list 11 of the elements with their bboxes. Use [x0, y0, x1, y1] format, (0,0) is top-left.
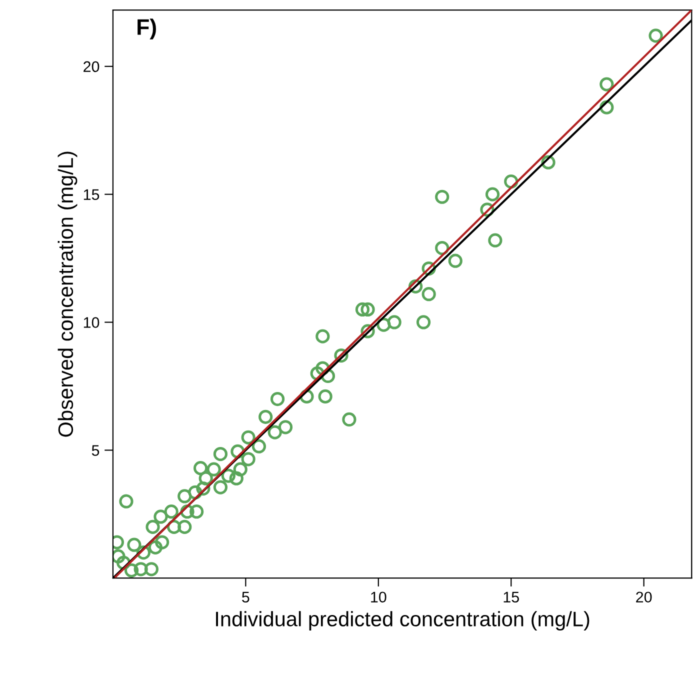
y-axis-title: Observed concentration (mg/L) — [58, 152, 78, 437]
y-tick-label: 5 — [92, 445, 100, 456]
y-tick-label: 20 — [84, 61, 100, 72]
annotation: F) — [138, 18, 156, 40]
x-tick-label: 5 — [242, 592, 250, 603]
x-tick-label: 15 — [504, 592, 519, 603]
y-tick-label: 15 — [84, 189, 100, 200]
x-tick-label: 10 — [371, 592, 386, 603]
x-axis-title: Individual predicted concentration (mg/L) — [216, 611, 590, 631]
x-tick-label: 20 — [636, 592, 652, 603]
y-tick-label: 10 — [84, 317, 100, 328]
